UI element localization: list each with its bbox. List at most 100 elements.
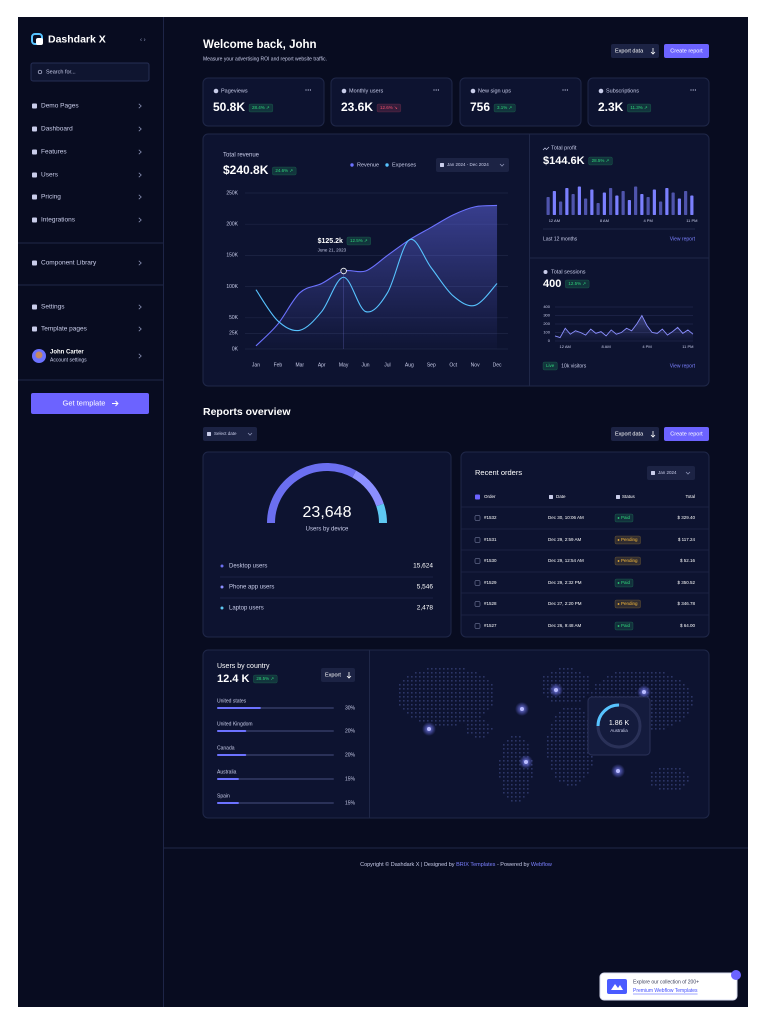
device-value: 2,478 [417,605,434,612]
map-dot [507,768,509,770]
map-dot [679,776,681,778]
nav-item[interactable]: Pricing [41,194,61,201]
map-dot [567,752,569,754]
stat-value: 756 [470,100,490,114]
map-dot [667,712,669,714]
map-dot [587,676,589,678]
view-report-link[interactable]: View report [670,363,696,369]
row-checkbox[interactable] [474,515,481,521]
row-checkbox[interactable] [474,537,481,543]
map-dot [443,716,445,718]
row-checkbox[interactable] [474,623,481,629]
nav-item[interactable]: Dashboard [41,126,73,133]
map-dot [675,708,677,710]
select-date[interactable] [203,427,257,441]
orders-filter[interactable] [647,466,695,480]
map-dot [683,688,685,690]
search-input[interactable] [30,62,150,82]
secondary-button[interactable] [611,44,659,58]
nav-item[interactable]: Settings [41,304,65,311]
nav-item[interactable]: Integrations [41,217,76,224]
map-dot [419,676,421,678]
map-dot [507,780,509,782]
map-dot [667,784,669,786]
map-dot [591,692,593,694]
promo-close[interactable] [731,970,741,980]
primary-button[interactable] [664,427,709,441]
date-range-picker[interactable] [436,158,509,172]
map-dot [451,692,453,694]
nav-item[interactable]: Features [41,149,67,156]
export-button[interactable] [321,668,355,682]
map-marker [642,690,646,694]
nav-item[interactable]: Demo Pages [41,103,79,110]
bar [590,189,594,215]
map-dot [667,692,669,694]
map-dot [439,704,441,706]
map-dot [459,712,461,714]
map-dot [675,700,677,702]
map-dot [463,668,465,670]
chart-title: Total sessions [551,269,586,275]
tooltip-point [340,267,347,275]
map-dot [643,684,645,686]
map-dot [651,692,653,694]
map-dot [631,680,633,682]
change-badge [627,103,652,113]
map-dot [563,772,565,774]
footer-link[interactable]: BRIX Templates [456,862,496,868]
nav-item[interactable]: Template pages [41,326,88,333]
map-dot [451,704,453,706]
nav-item[interactable]: Component Library [41,260,97,267]
map-dot [551,740,553,742]
change-badge [493,103,516,113]
map-dot [483,720,485,722]
map-dot [663,788,665,790]
map-dot [407,684,409,686]
map-dot [687,712,689,714]
map-dot [443,688,445,690]
map-dot [583,756,585,758]
view-report-link[interactable]: View report [670,236,696,242]
map-dot [443,696,445,698]
primary-button[interactable] [664,44,709,58]
map-dot [595,688,597,690]
map-dot [551,728,553,730]
map-dot [563,720,565,722]
map-dot [687,696,689,698]
map-dot [511,760,513,762]
row-checkbox[interactable] [474,601,481,607]
more-icon [564,89,566,91]
nav-icon [32,149,37,155]
map-dot [415,688,417,690]
bar-track [217,802,334,804]
map-dot [515,752,517,754]
row-checkbox[interactable] [474,580,481,586]
map-dot [575,740,577,742]
secondary-button[interactable] [611,427,659,441]
footer-link[interactable]: Webflow [531,862,552,868]
x-tick-label: 11 PM [682,344,693,349]
order-id: #1530 [484,558,497,563]
map-dot [403,696,405,698]
map-dot [399,692,401,694]
map-dot [583,760,585,762]
map-dot [587,684,589,686]
map-dot [579,736,581,738]
nav-item[interactable]: Users [41,172,59,179]
map-dot [447,704,449,706]
map-dot [507,784,509,786]
map-dot [435,724,437,726]
map-dot [651,716,653,718]
promo-card[interactable] [599,972,738,1001]
map-marker [520,707,524,711]
more-icon [309,89,311,91]
search-placeholder: Search for... [46,69,76,75]
map-dot [515,736,517,738]
map-dot [551,736,553,738]
row-checkbox[interactable] [474,558,481,564]
get-template-button[interactable] [31,393,149,414]
map-dot [555,736,557,738]
map-dot [583,724,585,726]
map-dot [471,688,473,690]
